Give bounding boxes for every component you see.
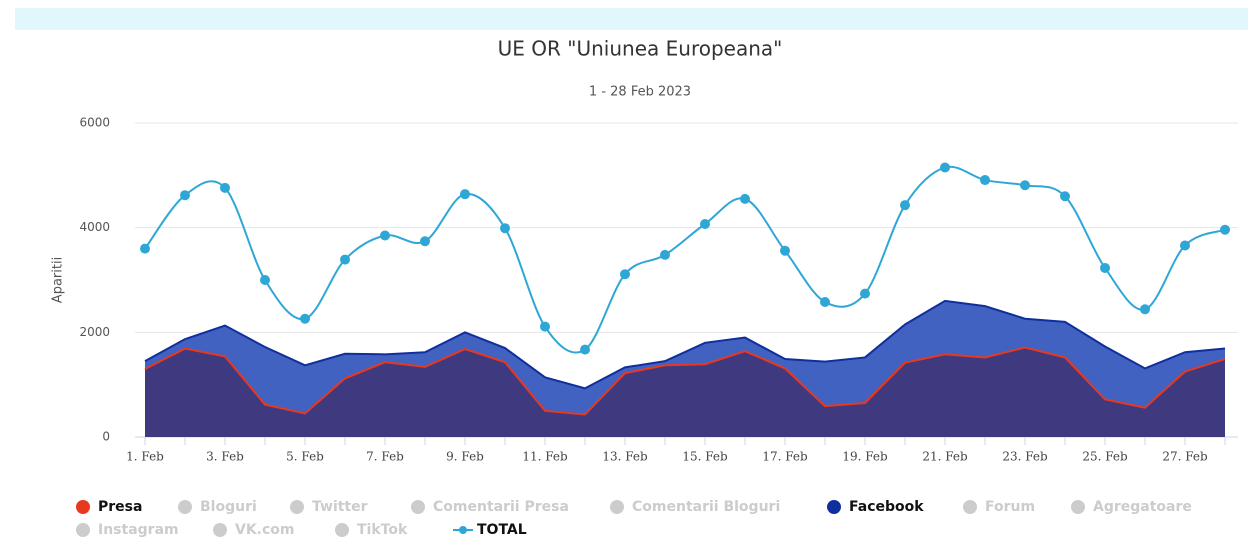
legend-label[interactable]: VK.com bbox=[235, 522, 295, 538]
point bbox=[500, 223, 510, 234]
point bbox=[420, 236, 430, 247]
y-tick-label: 4000 bbox=[79, 220, 110, 234]
x-tick-label: 5. Feb bbox=[286, 450, 324, 464]
legend-symbol bbox=[178, 500, 192, 514]
point bbox=[620, 269, 630, 280]
point bbox=[740, 193, 750, 204]
x-tick-label: 7. Feb bbox=[366, 450, 404, 464]
point bbox=[460, 189, 470, 200]
legend-symbol bbox=[335, 523, 349, 537]
x-tick-label: 27. Feb bbox=[1162, 450, 1208, 464]
legend-label[interactable]: Facebook bbox=[849, 499, 924, 515]
legend-label[interactable]: Instagram bbox=[98, 522, 179, 538]
legend-label[interactable]: TikTok bbox=[357, 522, 408, 538]
x-tick-label: 13. Feb bbox=[602, 450, 648, 464]
legend-symbol bbox=[963, 500, 977, 514]
point bbox=[940, 162, 950, 173]
x-tick-label: 15. Feb bbox=[682, 450, 728, 464]
point bbox=[660, 249, 670, 260]
point bbox=[1060, 191, 1070, 202]
point bbox=[140, 243, 150, 254]
x-tick-label: 25. Feb bbox=[1082, 450, 1128, 464]
legend-symbol bbox=[459, 526, 467, 534]
legend-label[interactable]: Agregatoare bbox=[1093, 499, 1192, 515]
legend-symbol bbox=[76, 523, 90, 537]
point bbox=[300, 313, 310, 324]
point bbox=[860, 288, 870, 299]
point bbox=[220, 182, 230, 193]
point bbox=[340, 254, 350, 265]
point bbox=[780, 245, 790, 256]
legend-symbol bbox=[610, 500, 624, 514]
x-tick-label: 9. Feb bbox=[446, 450, 484, 464]
area-line bbox=[144, 346, 1226, 416]
legend-label[interactable]: Comentarii Bloguri bbox=[632, 499, 780, 515]
area bbox=[145, 347, 1225, 437]
x-tick-label: 1. Feb bbox=[126, 450, 164, 464]
x-tick-label: 19. Feb bbox=[842, 450, 888, 464]
point bbox=[1180, 240, 1190, 251]
legend-label[interactable]: Bloguri bbox=[200, 499, 257, 515]
point bbox=[180, 190, 190, 201]
x-tick-label: 3. Feb bbox=[206, 450, 244, 464]
x-tick-label: 23. Feb bbox=[1002, 450, 1048, 464]
point bbox=[1220, 224, 1230, 235]
x-tick-label: 11. Feb bbox=[522, 450, 568, 464]
point bbox=[820, 296, 830, 307]
y-axis-label: Aparitii bbox=[51, 257, 66, 303]
point bbox=[700, 219, 710, 230]
legend-label[interactable]: Comentarii Presa bbox=[433, 499, 569, 515]
top-bar bbox=[15, 8, 1248, 30]
y-tick-label: 6000 bbox=[79, 116, 110, 130]
chart-title: UE OR "Uniunea Europeana" bbox=[498, 37, 783, 61]
x-tick-label: 21. Feb bbox=[922, 450, 968, 464]
chart-subtitle: 1 - 28 Feb 2023 bbox=[589, 85, 691, 100]
point bbox=[1140, 304, 1150, 315]
legend-symbol bbox=[827, 500, 841, 514]
legend-label[interactable]: Presa bbox=[98, 499, 142, 515]
legend-symbol bbox=[76, 500, 90, 514]
point bbox=[540, 321, 550, 332]
y-tick-label: 0 bbox=[102, 430, 110, 444]
legend-symbol bbox=[411, 500, 425, 514]
point bbox=[1100, 262, 1110, 273]
x-tick-label: 17. Feb bbox=[762, 450, 808, 464]
point bbox=[1020, 180, 1030, 191]
area-line bbox=[144, 299, 1226, 390]
point bbox=[380, 230, 390, 241]
legend-label[interactable]: Twitter bbox=[312, 499, 368, 515]
point bbox=[980, 175, 990, 186]
point bbox=[900, 200, 910, 211]
legend-symbol bbox=[290, 500, 304, 514]
point bbox=[580, 344, 590, 355]
legend-label[interactable]: TOTAL bbox=[477, 522, 527, 538]
legend-symbol bbox=[213, 523, 227, 537]
line bbox=[144, 165, 1226, 354]
point bbox=[260, 275, 270, 285]
y-tick-label: 2000 bbox=[79, 325, 110, 339]
legend-label[interactable]: Forum bbox=[985, 499, 1035, 515]
legend-symbol bbox=[1071, 500, 1085, 514]
